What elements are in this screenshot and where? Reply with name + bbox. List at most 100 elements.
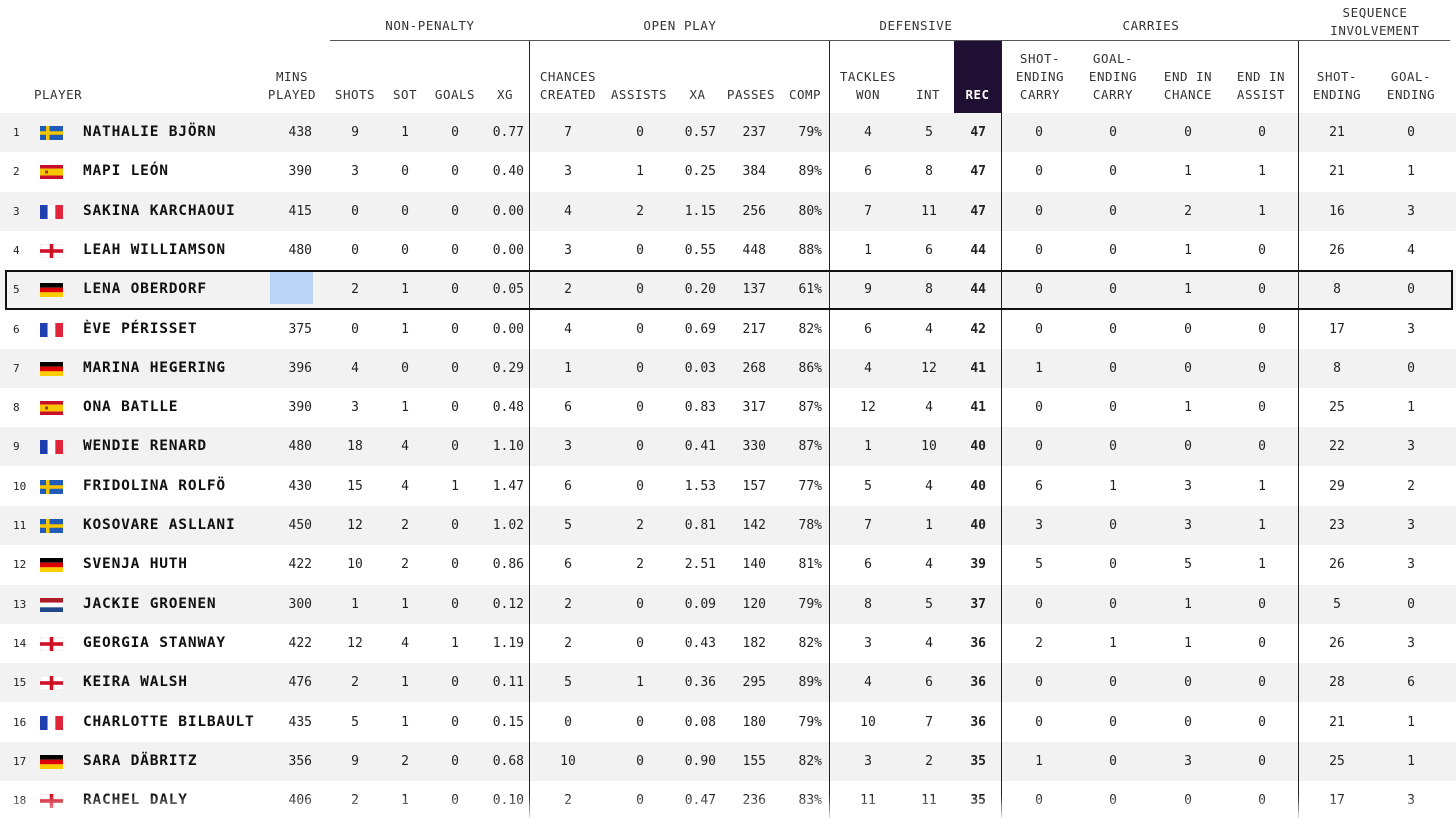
col-header-rec[interactable]: REC (965, 87, 990, 102)
table-row[interactable]: 13 JACKIE GROENEN 300 1 1 0 0.12 2 0 0.09 120 79% 8 5… (0, 584, 1456, 624)
col-header-shot-ending-carry[interactable]: SHOT- ENDING CARRY (1015, 51, 1065, 102)
player-name[interactable]: WENDIE RENARD (83, 438, 207, 455)
cell-seq-goal: 0 (1407, 282, 1415, 298)
cell-tackles: 4 (864, 675, 872, 691)
cell-sot: 1 (401, 596, 409, 612)
row-rank: 16 (13, 715, 27, 729)
highlighted-row-outline (5, 270, 1453, 310)
player-name[interactable]: ONA BATLLE (83, 399, 179, 416)
table-row[interactable]: 8 ONA BATLLE 390 3 1 0 0.48 6 0 0.83 317 87% 12 4 41 0 0… (0, 388, 1456, 428)
player-name[interactable]: MAPI LEÓN (83, 163, 169, 180)
cell-rec: 36 (970, 714, 986, 730)
col-header-goal-ending-carry[interactable]: GOAL- ENDING CARRY (1088, 51, 1138, 102)
table-row[interactable]: 1 NATHALIE BJÖRN 438 9 1 0 0.77 7 0 0.57 237 79% 4 5 4… (0, 113, 1456, 152)
col-header-chances-created[interactable]: CHANCES CREATED (539, 69, 597, 102)
player-name[interactable]: JACKIE GROENEN (83, 595, 217, 612)
cell-int: 7 (925, 714, 933, 730)
cell-rec: 40 (970, 439, 986, 455)
player-name[interactable]: LEAH WILLIAMSON (83, 241, 226, 258)
spain-flag-icon (40, 165, 63, 180)
col-header-goal-ending[interactable]: GOAL- ENDING (1386, 69, 1436, 102)
cell-mins: 356 (288, 753, 312, 769)
player-name[interactable]: FRIDOLINA ROLFÖ (83, 477, 226, 494)
col-header-tackles-won[interactable]: TACKLES WON (839, 69, 897, 102)
player-name[interactable]: ÈVE PÉRISSET (83, 320, 198, 337)
col-header-assists[interactable]: ASSISTS (610, 87, 668, 102)
col-header-end-in-assist[interactable]: END IN ASSIST (1236, 69, 1286, 102)
cell-mins: 422 (288, 557, 312, 573)
col-header-goals[interactable]: GOALS (434, 87, 476, 102)
player-name[interactable]: MARINA HEGERING (83, 359, 226, 376)
table-row[interactable]: 4 LEAH WILLIAMSON 480 0 0 0 0.00 3 0 0.55 448 88% 1 6… (0, 230, 1456, 270)
player-name[interactable]: SARA DÄBRITZ (83, 752, 198, 769)
cell-xg: 0.68 (492, 753, 524, 769)
player-name[interactable]: SAKINA KARCHAOUI (83, 202, 236, 219)
col-header-player[interactable]: PLAYER (34, 87, 83, 102)
table-row[interactable]: 7 MARINA HEGERING 396 4 0 0 0.29 1 0 0.03 268 86% 4 1… (0, 348, 1456, 388)
group-non-penalty-rule (330, 40, 530, 41)
player-name[interactable]: CHARLOTTE BILBAULT (83, 713, 255, 730)
player-name[interactable]: SVENJA HUTH (83, 556, 188, 573)
col-header-sot[interactable]: SOT (392, 87, 418, 102)
cell-tackles: 10 (860, 714, 876, 730)
cell-passes: 182 (742, 635, 766, 651)
cell-goal-carry: 0 (1109, 125, 1117, 140)
cell-int: 8 (925, 282, 933, 298)
col-header-shot-ending[interactable]: SHOT- ENDING (1312, 69, 1362, 102)
group-sequence-involvement: SEQUENCE INVOLVEMENT (1330, 5, 1420, 38)
cell-end-chance: 1 (1184, 635, 1192, 651)
cell-passes: 217 (742, 321, 766, 337)
cell-end-chance: 0 (1184, 125, 1192, 140)
table-row[interactable]: 14 GEORGIA STANWAY 422 12 4 1 1.19 2 0 0.43 182 82%… (0, 623, 1456, 663)
player-name[interactable]: KOSOVARE ASLLANI (83, 517, 236, 533)
cell-chances: 3 (564, 164, 572, 180)
cell-chances: 2 (564, 596, 572, 612)
table-row[interactable]: 3 SAKINA KARCHAOUI 415 0 0 0 0.00 4 2 1.15 256 80% 7… (0, 191, 1456, 231)
table-row[interactable]: 12 SVENJA HUTH 422 10 2 0 0.86 6 2 2.51 140 81% 6 4 39… (0, 545, 1456, 585)
cell-sot: 0 (401, 203, 409, 219)
cell-end-chance: 0 (1184, 675, 1192, 691)
col-header-int[interactable]: INT (915, 87, 941, 102)
player-name[interactable]: KEIRA WALSH (83, 674, 188, 691)
cell-xa: 0.09 (684, 596, 716, 612)
cell-assists: 0 (636, 478, 644, 494)
cell-comp: 78% (798, 518, 822, 533)
table-row[interactable]: 10 FRIDOLINA ROLFÖ 430 15 4 1 1.47 6 0 1.53 157 77%… (0, 466, 1456, 506)
player-name[interactable]: NATHALIE BJÖRN (83, 124, 217, 140)
player-name[interactable]: GEORGIA STANWAY (83, 634, 226, 651)
table-row[interactable]: 6 ÈVE PÉRISSET 375 0 1 0 0.00 4 0 0.69 217 82% 6 4 42 0… (0, 309, 1456, 349)
cell-int: 4 (925, 557, 933, 573)
table-row[interactable]: 15 KEIRA WALSH 476 2 1 0 0.11 5 1 0.36 295 89% 4 6 36 0… (0, 663, 1456, 703)
col-header-mins-played[interactable]: MINS PLAYED (267, 69, 317, 102)
cell-goals: 0 (451, 282, 459, 298)
cell-comp: 79% (798, 714, 822, 730)
group-defensive-rule (830, 40, 1002, 41)
table-row[interactable]: 16 CHARLOTTE BILBAULT 435 5 1 0 0.15 0 0 0.08 180 7… (0, 702, 1456, 742)
cell-seq-goal: 2 (1407, 478, 1415, 494)
col-header-xa[interactable]: XA (689, 87, 706, 102)
cell-goals: 0 (451, 203, 459, 219)
cell-shots: 15 (347, 478, 363, 494)
table-row[interactable]: 9 WENDIE RENARD 480 18 4 0 1.10 3 0 0.41 330 87% 1 10… (0, 427, 1456, 467)
table-row[interactable]: 2 MAPI LEÓN 390 3 0 0 0.40 3 1 0.25 384 89% 6 8 47 0 0 1 1… (0, 152, 1456, 192)
cell-seq-shot: 28 (1329, 675, 1345, 691)
col-header-passes[interactable]: PASSES (726, 87, 776, 102)
cell-chances: 1 (564, 360, 572, 376)
cell-int: 4 (925, 478, 933, 494)
col-header-shots[interactable]: SHOTS (334, 87, 376, 102)
table-row[interactable]: 11 KOSOVARE ASLLANI 450 12 2 0 1.02 5 2 0.81 142 78… (0, 506, 1456, 545)
cell-seq-goal: 0 (1407, 360, 1415, 376)
col-header-xg[interactable]: XG (496, 87, 514, 102)
cell-sot: 0 (401, 164, 409, 180)
col-header-end-in-chance[interactable]: END IN CHANCE (1163, 69, 1213, 102)
cell-xg: 1.10 (492, 439, 524, 455)
cell-goals: 1 (451, 635, 459, 651)
player-name[interactable]: LENA OBERDORF (83, 281, 207, 298)
cell-seq-goal: 3 (1407, 518, 1415, 533)
cell-mins: 390 (288, 164, 312, 180)
table-row[interactable]: 17 SARA DÄBRITZ 356 9 2 0 0.68 10 0 0.90 155 82% 3 2 3… (0, 741, 1456, 781)
cell-shot-carry: 1 (1035, 753, 1043, 769)
col-header-comp[interactable]: COMP (788, 87, 822, 102)
cell-int: 1 (925, 518, 933, 533)
